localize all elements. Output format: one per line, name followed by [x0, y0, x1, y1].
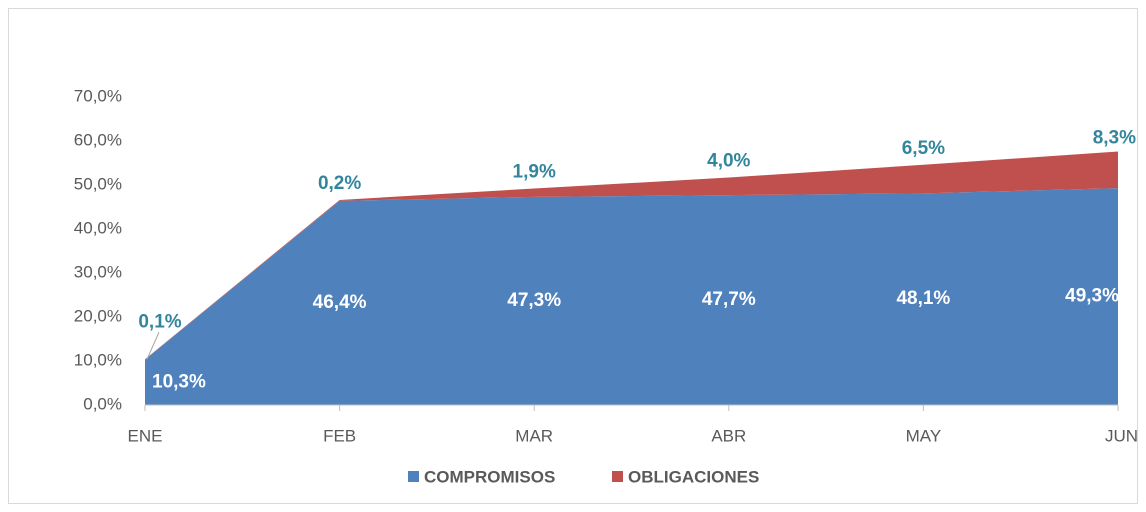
x-tick-label: JUN [1105, 426, 1138, 445]
data-label: 47,7% [702, 289, 756, 310]
legend-label: COMPROMISOS [424, 467, 555, 486]
data-label: 1,9% [513, 162, 556, 183]
y-tick-label: 0,0% [83, 394, 122, 413]
data-label: 10,3% [152, 371, 206, 392]
data-label: 46,4% [313, 292, 367, 313]
data-label: 4,0% [707, 151, 750, 172]
leader-line [146, 332, 160, 360]
legend-swatch [612, 471, 623, 482]
x-tick-label: ENE [128, 426, 163, 445]
y-tick-label: 50,0% [74, 174, 122, 193]
legend-swatch [408, 471, 419, 482]
x-tick-label: FEB [323, 426, 356, 445]
y-tick-label: 20,0% [74, 306, 122, 325]
x-tick-label: MAY [906, 426, 942, 445]
y-tick-label: 10,0% [74, 350, 122, 369]
data-label: 6,5% [902, 138, 945, 159]
data-label: 8,3% [1093, 128, 1136, 149]
data-label: 47,3% [507, 290, 561, 311]
data-label: 48,1% [896, 288, 950, 309]
legend-label: OBLIGACIONES [628, 467, 759, 486]
x-tick-label: ABR [711, 426, 746, 445]
y-tick-label: 30,0% [74, 262, 122, 281]
data-label: 0,2% [318, 173, 361, 194]
y-tick-label: 40,0% [74, 218, 122, 237]
area [145, 151, 1118, 360]
data-label: 0,1% [138, 311, 181, 332]
y-tick-label: 60,0% [74, 130, 122, 149]
y-tick-label: 70,0% [74, 86, 122, 105]
area [145, 188, 1118, 405]
data-label: 49,3% [1065, 286, 1119, 307]
x-tick-label: MAR [515, 426, 553, 445]
